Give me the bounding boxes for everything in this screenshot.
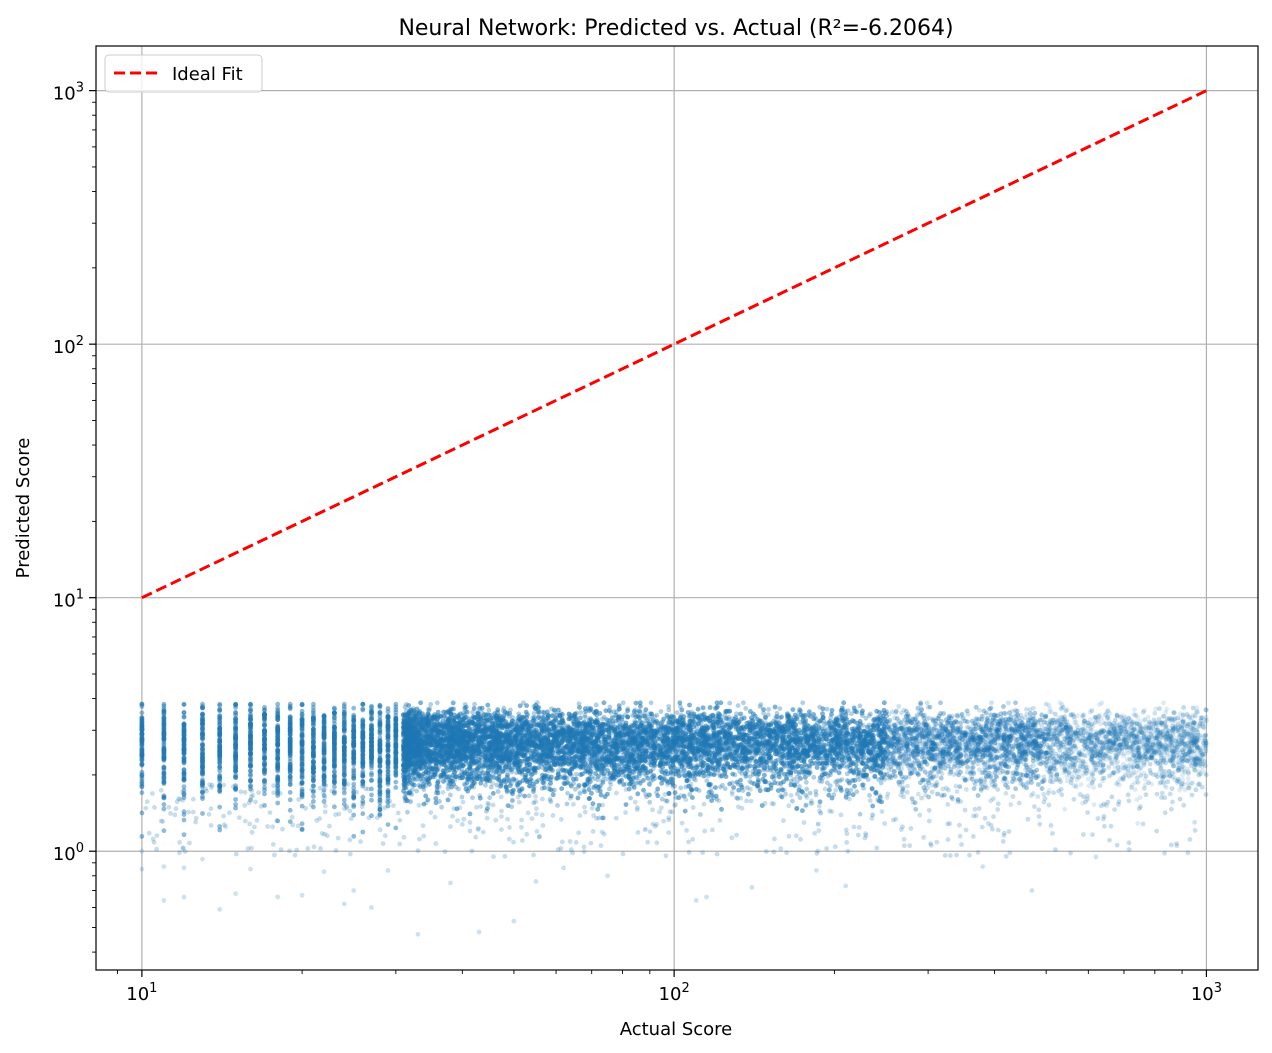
- x-tick-label-1: 102: [659, 981, 690, 1005]
- legend-label-ideal-fit: Ideal Fit: [172, 64, 243, 85]
- x-tick-label-2: 103: [1191, 981, 1222, 1005]
- y-tick-label-1: 101: [53, 588, 84, 612]
- axis-ticks: 101 102 103 100 101 102 103: [53, 81, 1222, 1005]
- ideal-fit-line: [141, 89, 1208, 600]
- x-axis-label: Actual Score: [620, 1019, 733, 1040]
- y-tick-label-3: 103: [53, 81, 84, 105]
- x-tick-label-0: 101: [126, 981, 157, 1005]
- y-tick-label-0: 100: [53, 841, 84, 865]
- chart-title: Neural Network: Predicted vs. Actual (R²…: [398, 16, 953, 41]
- ideal-fit-series: [141, 89, 1208, 600]
- legend-box: [104, 54, 263, 93]
- y-axis-label: Predicted Score: [13, 438, 34, 579]
- legend: Ideal Fit: [104, 54, 263, 93]
- plot-frame: [95, 45, 1259, 971]
- scatter-points: [139, 700, 1209, 937]
- y-tick-label-2: 102: [53, 334, 84, 358]
